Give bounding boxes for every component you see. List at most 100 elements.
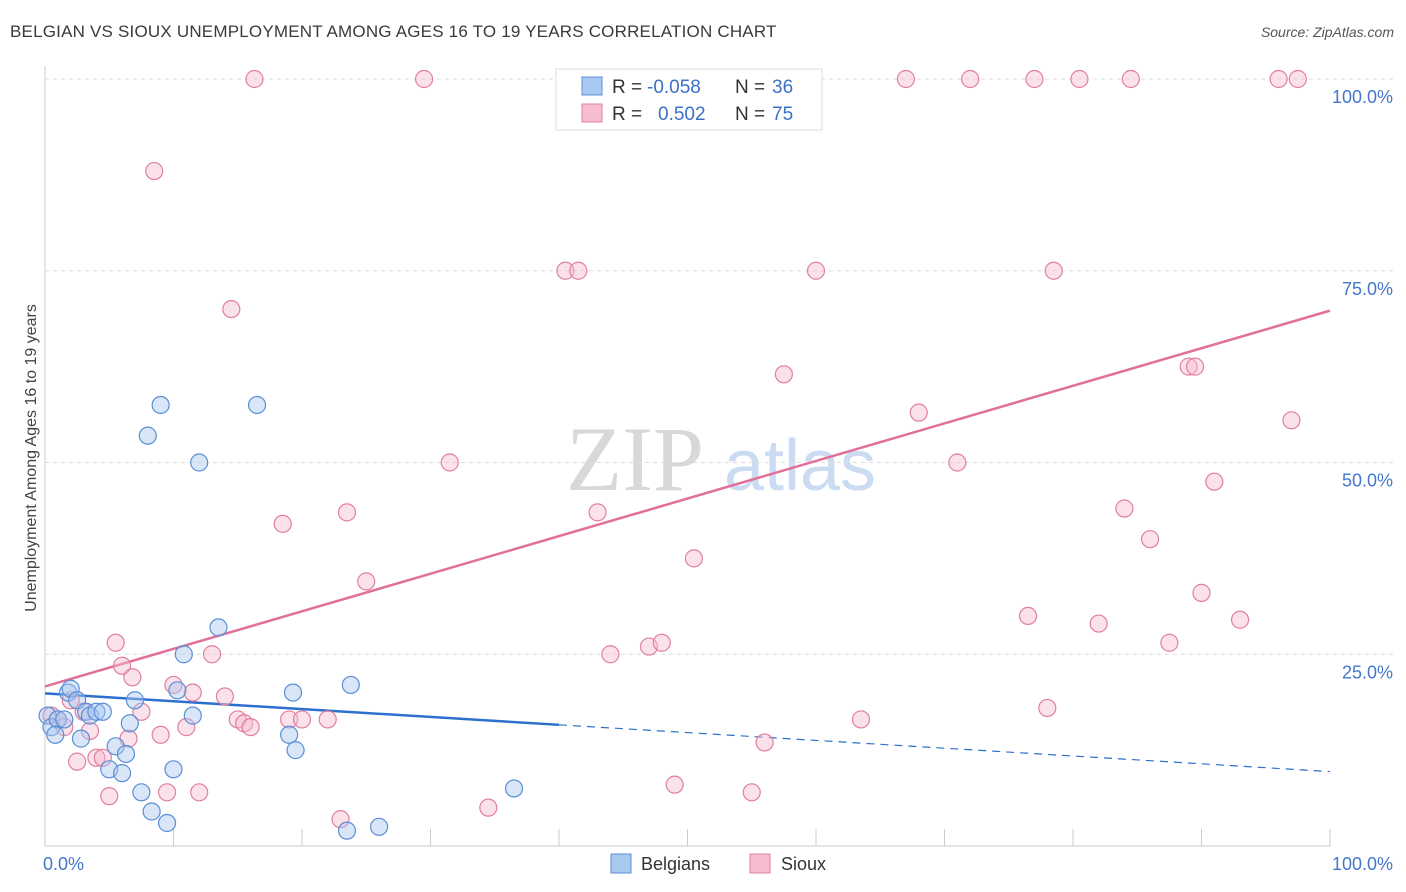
point-belgian: [280, 725, 299, 744]
point-sioux: [961, 69, 980, 89]
point-sioux: [755, 733, 774, 752]
point-sioux: [556, 261, 575, 280]
legend-n-value-sioux: 75: [772, 104, 793, 125]
legend-box: R = -0.058 N = 36 R = 0.502 N = 75: [555, 68, 823, 131]
legend-n-label-belgians: N =: [735, 77, 765, 98]
chart-source: Source: ZipAtlas.com: [1260, 24, 1394, 40]
point-belgian: [283, 683, 303, 702]
point-sioux: [414, 69, 434, 89]
point-sioux: [123, 668, 142, 687]
point-sioux: [273, 514, 292, 533]
axes: [44, 66, 1331, 847]
point-sioux: [106, 633, 125, 652]
point-sioux: [1089, 614, 1108, 633]
point-sioux: [357, 572, 376, 591]
point-belgian: [106, 737, 125, 756]
point-sioux: [100, 787, 119, 806]
point-sioux: [806, 261, 826, 280]
point-belgian: [504, 779, 524, 798]
point-sioux: [479, 798, 498, 817]
point-belgian: [164, 760, 183, 779]
point-sioux: [1018, 606, 1038, 626]
trendline-sioux: [44, 309, 1331, 688]
bottom-legend-swatch-sioux: [749, 853, 771, 874]
legend-r-value-sioux: 0.502: [658, 104, 706, 125]
point-belgian: [168, 681, 187, 700]
point-belgian: [61, 679, 80, 698]
point-sioux: [183, 683, 202, 702]
tick-labels: 25.0% 50.0% 75.0% 100.0% 0.0% 100.0%: [43, 87, 1393, 874]
point-sioux: [151, 725, 170, 744]
point-sioux: [1192, 583, 1211, 602]
point-sioux: [569, 261, 588, 280]
point-sioux: [245, 69, 264, 89]
y-axis-label: Unemployment Among Ages 16 to 19 years: [23, 304, 40, 612]
point-sioux: [1025, 69, 1044, 89]
point-sioux: [241, 718, 260, 737]
point-belgian: [132, 783, 151, 802]
point-sioux: [601, 645, 620, 664]
point-belgian: [112, 764, 132, 783]
bottom-legend-label-sioux: Sioux: [781, 854, 826, 874]
point-belgian: [370, 817, 389, 836]
bottom-legend-label-belgians: Belgians: [641, 854, 710, 874]
point-sioux: [292, 710, 312, 729]
point-belgian: [93, 702, 112, 721]
point-belgian: [247, 395, 267, 415]
point-sioux: [145, 161, 164, 181]
x-tick-label: 0.0%: [43, 854, 84, 874]
point-belgian: [337, 821, 357, 840]
point-belgian: [116, 744, 136, 764]
trendline-belgians: [44, 692, 560, 727]
point-sioux: [1269, 69, 1288, 89]
point-belgian: [190, 453, 209, 472]
point-sioux: [132, 702, 151, 721]
point-sioux: [588, 503, 607, 522]
point-belgian: [341, 675, 360, 695]
chart-title: BELGIAN VS SIOUX UNEMPLOYMENT AMONG AGES…: [10, 22, 777, 41]
point-sioux: [87, 748, 106, 767]
bottom-legend: Belgians Sioux: [610, 853, 826, 874]
point-belgian: [209, 618, 228, 637]
point-belgian: [183, 706, 202, 725]
legend-n-label-sioux: N =: [735, 104, 765, 125]
point-sioux: [202, 645, 222, 664]
point-sioux: [909, 403, 928, 422]
legend-r-label-belgians: R =: [612, 77, 642, 98]
y-tick-label: 100.0%: [1332, 87, 1393, 107]
data-points: [38, 69, 1307, 840]
legend-swatch-belgians: [581, 76, 603, 96]
y-tick-label: 50.0%: [1342, 471, 1393, 491]
point-sioux: [177, 718, 196, 737]
point-sioux: [684, 549, 704, 568]
point-sioux: [93, 748, 112, 767]
y-tick-label: 25.0%: [1342, 662, 1393, 682]
point-sioux: [1282, 411, 1301, 430]
point-sioux: [440, 453, 459, 472]
point-belgian: [87, 702, 106, 721]
point-sioux: [1230, 610, 1250, 629]
point-sioux: [742, 783, 761, 802]
point-belgian: [174, 645, 193, 664]
trend-lines: [44, 309, 1331, 773]
point-sioux: [896, 69, 916, 89]
bottom-legend-swatch-belgians: [610, 853, 632, 874]
point-belgian: [55, 710, 74, 729]
legend-swatch-sioux: [581, 103, 603, 123]
point-sioux: [1140, 530, 1160, 549]
point-sioux: [774, 365, 793, 384]
point-sioux: [1185, 357, 1205, 376]
point-belgian: [151, 395, 170, 415]
point-sioux: [318, 710, 337, 729]
point-belgian: [157, 813, 177, 833]
point-sioux: [851, 710, 871, 729]
point-sioux: [1038, 698, 1057, 718]
point-belgian: [46, 725, 65, 744]
point-sioux: [331, 810, 350, 829]
point-belgian: [286, 741, 305, 760]
point-sioux: [652, 633, 671, 652]
point-sioux: [1288, 69, 1307, 89]
legend-n-value-belgians: 36: [772, 77, 793, 98]
point-sioux: [215, 687, 234, 706]
